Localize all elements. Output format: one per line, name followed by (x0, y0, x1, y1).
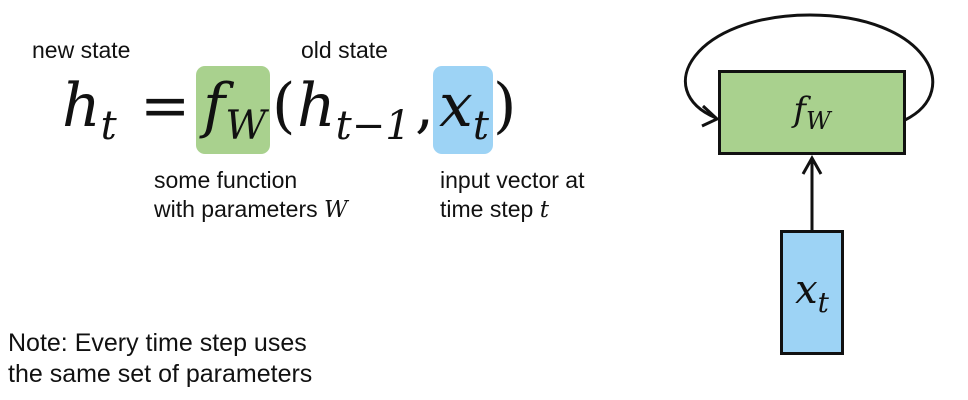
note-text: Note: Every time step uses the same set … (8, 328, 312, 391)
input-symbol: xt (439, 71, 489, 149)
open-paren: ( (272, 71, 296, 141)
note-line1: Note: Every time step uses (8, 329, 307, 357)
function-description-line1: some function (154, 167, 298, 193)
rnn-cell-label: fW (793, 90, 831, 135)
equals-sign: = (140, 71, 191, 141)
comma: , (415, 71, 435, 141)
new-state-label: new state (32, 37, 131, 63)
function-description: some function with parameters W (154, 166, 348, 225)
input-description: input vector at time step t (440, 166, 584, 225)
close-paren: ) (493, 71, 517, 141)
input-description-line1: input vector at (440, 167, 585, 193)
lhs-new-state: ht (62, 71, 117, 149)
previous-state-symbol: ht−1 (297, 71, 411, 149)
input-arrowhead (801, 154, 823, 175)
note-line2: the same set of parameters (8, 360, 313, 389)
function-symbol: fW (203, 71, 267, 149)
old-state-label: old state (301, 37, 388, 63)
input-box: xt (780, 230, 844, 355)
function-highlight (196, 66, 270, 154)
input-highlight (433, 66, 493, 154)
function-description-line2: with parameters W (154, 195, 348, 223)
recurrent-loop-arrow (684, 13, 935, 122)
rnn-cell-box: fW (718, 70, 906, 155)
input-description-line2: time step t (440, 195, 549, 223)
loop-arrowhead (701, 104, 720, 128)
input-box-label: xt (795, 266, 829, 319)
